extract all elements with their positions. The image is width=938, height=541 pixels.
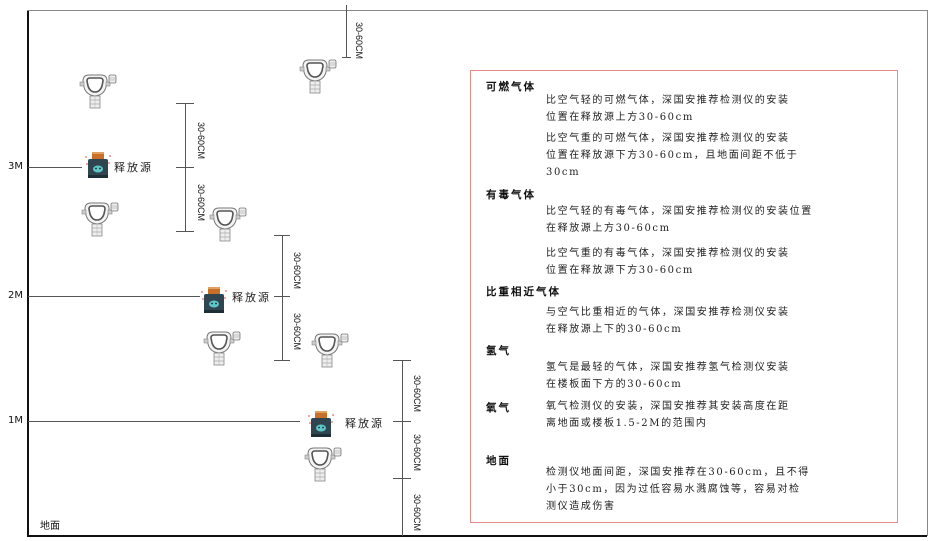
dimension-tick (274, 235, 290, 236)
release-source-icon (307, 409, 335, 443)
text-line: 检测仪地面间距，深国安推荐在30-60cm，且不得 (546, 467, 810, 478)
text-line: 小于30cm，因为过低容易水溅腐蚀等，容易对检 (546, 484, 801, 495)
level-1m-line (28, 421, 300, 422)
dimension-tick (274, 360, 290, 361)
release-source-icon (200, 285, 228, 319)
combustible-heavy-text: 比空气重的可燃气体，深国安推荐检测仪的安装 位置在释放源下方30-60cm，且地… (546, 130, 798, 181)
text-line: 比空气重的可燃气体，深国安推荐检测仪的安装 (546, 133, 790, 144)
dimension-tick (393, 360, 411, 361)
gas-detector-icon (303, 446, 343, 486)
text-line: 在释放源上下的30-60cm (546, 324, 683, 335)
gas-detector-icon (202, 330, 242, 370)
level-2m: 2M (8, 290, 23, 301)
text-line: 比空气轻的可燃气体，深国安推荐检测仪的安装 (546, 95, 790, 106)
dimension-line (402, 360, 403, 536)
dimension-label: 30-60CM (412, 494, 422, 532)
text-line: 与空气比重相近的气体，深国安推荐检测仪安装 (546, 307, 790, 318)
dimension-label: 30-60CM (196, 122, 206, 160)
wall-axis (27, 10, 29, 536)
text-line: 在楼板面下方的30-60cm (546, 379, 683, 390)
gas-detector-icon (208, 206, 248, 246)
dimension-label: 30-60CM (412, 375, 422, 413)
dimension-label: 30-60CM (292, 313, 302, 351)
level-3m-line (28, 167, 82, 168)
similar-text: 与空气比重相近的气体，深国安推荐检测仪安装 在释放源上下的30-60cm (546, 304, 790, 338)
level-3m: 3M (8, 161, 23, 172)
text-line: 在释放源上方30-60cm (546, 223, 671, 234)
toxic-light-text: 比空气轻的有毒气体，深国安推荐检测仪的安装位置 在释放源上方30-60cm (546, 203, 813, 237)
ceiling-line (27, 10, 927, 11)
text-line: 氧气检测仪的安装，深国安推荐其安装高度在距 (546, 401, 790, 412)
dimension-tick (176, 231, 194, 232)
right-wall-line (927, 10, 928, 536)
dimension-tick (176, 167, 194, 168)
text-line: 氢气是最轻的气体，深国安推荐氢气检测仪安装 (546, 362, 790, 373)
dimension-label: 30-60CM (196, 184, 206, 222)
text-line: 位置在释放源上方30-60cm (546, 112, 694, 123)
text-line: 30cm (546, 167, 581, 178)
dimension-tick (393, 421, 411, 422)
dimension-label: 30-60CM (412, 434, 422, 472)
ground-heading: 地面 (486, 455, 511, 467)
similar-heading: 比重相近气体 (486, 286, 561, 298)
release-source-label: 释放源 (114, 161, 153, 174)
dimension-tick (176, 103, 194, 104)
gas-detector-icon (298, 58, 338, 98)
gas-detector-icon (78, 73, 118, 113)
dimension-tick (342, 57, 351, 58)
release-source-label: 释放源 (232, 291, 271, 304)
ground-label: 地面 (40, 521, 60, 532)
text-line: 离地面或楼板1.5-2M的范围内 (546, 418, 708, 429)
level-2m-line (28, 296, 200, 297)
text-line: 位置在释放源下方30-60cm，且地面间距不低于 (546, 150, 799, 161)
text-line: 比空气轻的有毒气体，深国安推荐检测仪的安装位置 (546, 206, 813, 217)
level-1m: 1M (8, 415, 23, 426)
toxic-heavy-text: 比空气重的有毒气体，深国安推荐检测仪的安装 位置在释放源下方30-60cm (546, 245, 790, 279)
dimension-label: 30-60CM (292, 252, 302, 290)
ground-text: 检测仪地面间距，深国安推荐在30-60cm，且不得 小于30cm，因为过低容易水… (546, 464, 810, 515)
hydrogen-text: 氢气是最轻的气体，深国安推荐氢气检测仪安装 在楼板面下方的30-60cm (546, 359, 790, 393)
oxygen-text: 氧气检测仪的安装，深国安推荐其安装高度在距 离地面或楼板1.5-2M的范围内 (546, 398, 790, 432)
dimension-label: 30-60CM (354, 22, 364, 60)
dimension-line (282, 235, 283, 360)
dimension-tick (393, 478, 411, 479)
toxic-heading: 有毒气体 (486, 189, 536, 201)
gas-detector-icon (310, 332, 350, 372)
text-line: 测仪造成伤害 (546, 501, 616, 512)
combustible-heading: 可燃气体 (486, 81, 536, 93)
installation-guide-box: 可燃气体 比空气轻的可燃气体，深国安推荐检测仪的安装 位置在释放源上方30-60… (470, 70, 898, 523)
dimension-tick (274, 296, 290, 297)
ground-line (27, 535, 927, 537)
combustible-light-text: 比空气轻的可燃气体，深国安推荐检测仪的安装 位置在释放源上方30-60cm (546, 92, 790, 126)
oxygen-heading: 氧气 (486, 402, 511, 414)
dimension-line (346, 5, 347, 57)
release-source-icon (84, 150, 112, 184)
gas-detector-icon (80, 201, 120, 241)
text-line: 比空气重的有毒气体，深国安推荐检测仪的安装 (546, 248, 790, 259)
text-line: 位置在释放源下方30-60cm (546, 265, 694, 276)
release-source-label: 释放源 (345, 417, 384, 430)
hydrogen-heading: 氢气 (486, 345, 511, 357)
